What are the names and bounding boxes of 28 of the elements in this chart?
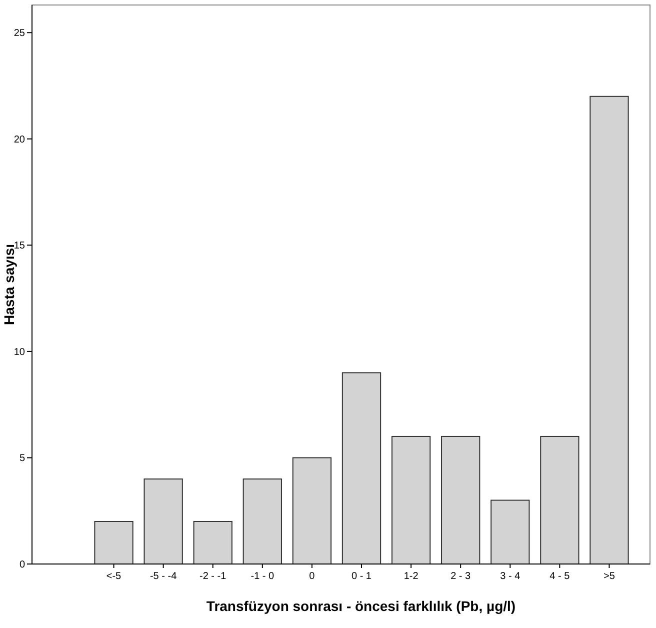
y-tick-label: 25 — [14, 28, 26, 40]
y-tick-label: 0 — [19, 560, 26, 570]
bar — [94, 520, 134, 564]
bar — [391, 436, 431, 564]
bar — [590, 96, 629, 564]
bar — [490, 500, 530, 564]
x-tick-label: -2 - -1 — [200, 571, 227, 582]
x-tick-label: 4 - 5 — [550, 571, 570, 582]
x-tick-label: >5 — [604, 571, 616, 582]
bar — [193, 520, 232, 564]
bar — [144, 478, 183, 564]
bar — [242, 478, 282, 564]
x-tick-label: 0 - 1 — [351, 571, 372, 582]
x-tick-label: -1 - 0 — [250, 571, 275, 582]
x-tick-label: -5 - -4 — [150, 571, 178, 582]
x-tick-label: 0 — [309, 571, 316, 582]
bar — [292, 457, 332, 564]
x-axis-title: Transfüzyon sonrası - öncesi farklılık (Pb, µg/l) — [206, 598, 516, 614]
y-tick-label: 5 — [19, 453, 26, 464]
x-tick-label: 1-2 — [404, 571, 419, 582]
bar — [441, 436, 480, 564]
y-tick-label: 20 — [14, 134, 26, 146]
bar — [540, 436, 580, 564]
bar — [342, 372, 382, 564]
y-tick-label: 10 — [14, 346, 26, 358]
x-tick-label: 2 - 3 — [450, 571, 472, 582]
x-tick-label: <-5 — [106, 571, 122, 582]
x-tick-label: 3 - 4 — [500, 571, 521, 582]
